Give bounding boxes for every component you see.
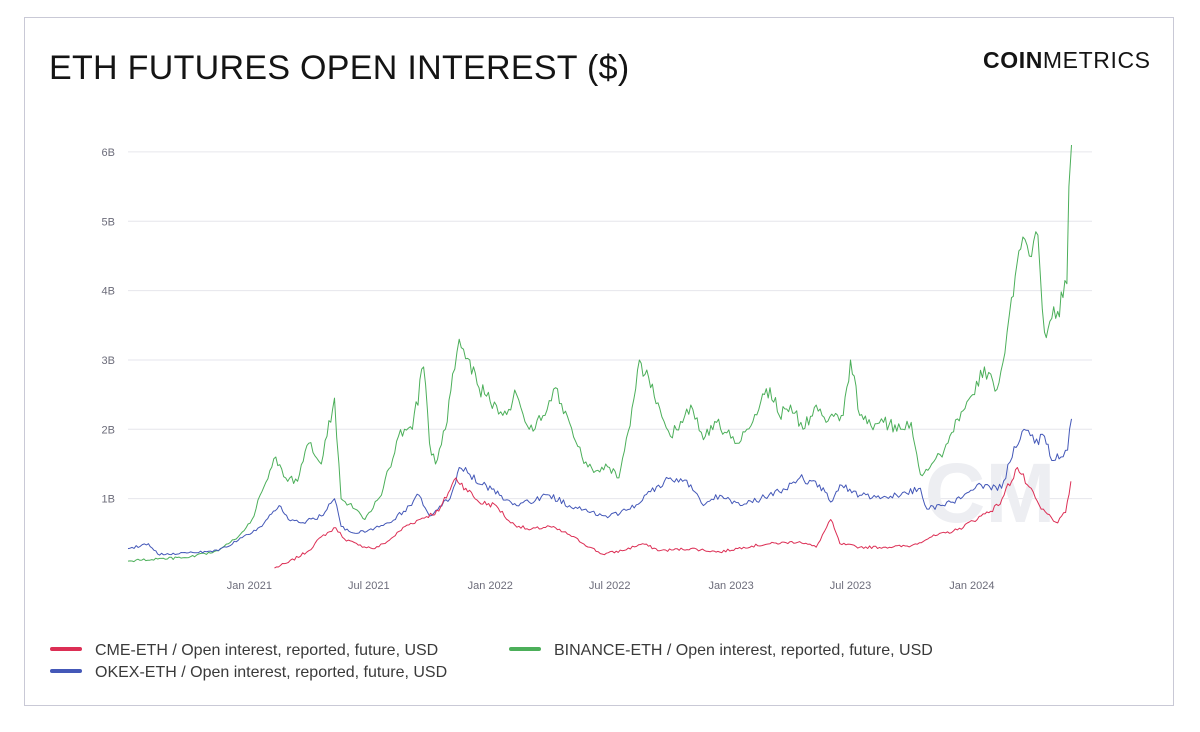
legend-label-okex: OKEX-ETH / Open interest, reported, futu… xyxy=(95,664,448,681)
page-title: ETH FUTURES OPEN INTEREST ($) xyxy=(49,49,630,87)
y-tick-labels: 1B 2B 3B 4B 5B 6B xyxy=(102,147,115,506)
logo-bold-part: COIN xyxy=(983,47,1043,73)
x-tick-label: Jan 2023 xyxy=(708,580,753,592)
logo-light-part: METRICS xyxy=(1042,47,1151,73)
x-tick-label: Jan 2024 xyxy=(949,580,994,592)
legend-label-cme: CME-ETH / Open interest, reported, futur… xyxy=(95,642,439,659)
x-tick-label: Jul 2021 xyxy=(348,580,390,592)
y-tick-label: 4B xyxy=(102,286,115,298)
grid-lines xyxy=(128,151,1092,500)
y-tick-label: 6B xyxy=(102,147,115,159)
x-tick-label: Jul 2023 xyxy=(830,580,872,592)
legend-swatch-cme xyxy=(50,646,82,651)
y-tick-label: 2B xyxy=(102,424,115,436)
coinmetrics-logo: COINMETRICS xyxy=(983,45,1151,75)
legend-item-okex[interactable]: OKEX-ETH / Open interest, reported, futu… xyxy=(50,663,447,683)
legend-item-cme[interactable]: CME-ETH / Open interest, reported, futur… xyxy=(50,641,438,661)
y-tick-label: 3B xyxy=(102,355,115,367)
x-tick-label: Jul 2022 xyxy=(589,580,631,592)
chart-frame xyxy=(24,17,1174,706)
y-tick-label: 5B xyxy=(102,216,115,228)
x-tick-label: Jan 2021 xyxy=(227,580,272,592)
x-tick-label: Jan 2022 xyxy=(468,580,513,592)
legend-swatch-binance xyxy=(509,646,541,651)
series-line-binance xyxy=(127,144,1072,563)
watermark: CM xyxy=(925,446,1056,540)
legend-swatch-okex xyxy=(50,668,82,673)
legend-label-binance: BINANCE-ETH / Open interest, reported, f… xyxy=(554,642,933,659)
legend-item-binance[interactable]: BINANCE-ETH / Open interest, reported, f… xyxy=(509,641,933,661)
x-tick-labels: Jan 2021 Jul 2021 Jan 2022 Jul 2022 Jan 2023… xyxy=(227,580,995,592)
series-line-cme xyxy=(274,467,1072,569)
y-tick-label: 1B xyxy=(102,494,115,506)
series-lines xyxy=(127,144,1072,569)
series-line-okex xyxy=(127,418,1072,556)
